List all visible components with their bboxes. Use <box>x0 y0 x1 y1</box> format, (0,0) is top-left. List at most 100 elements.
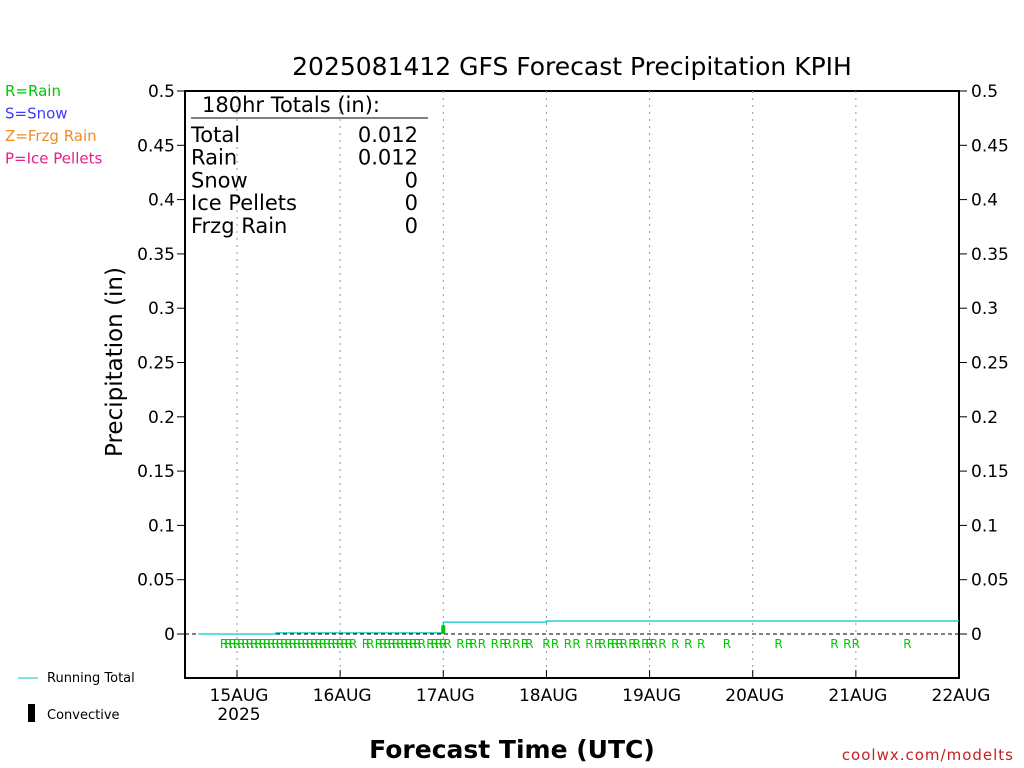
ptype-marker-rain: R <box>435 637 443 651</box>
ptype-marker-rain: R <box>585 637 593 651</box>
ptype-marker-rain: R <box>345 637 353 651</box>
ptype-marker-rain: R <box>263 637 271 651</box>
x-tick-label: 22AUG <box>932 686 991 706</box>
y-tick-label-right: 0.25 <box>971 354 1009 374</box>
ptype-marker-rain: R <box>852 637 860 651</box>
ptype-marker-rain: R <box>362 637 370 651</box>
totals-row-label: Ice Pellets <box>191 191 297 215</box>
x-tick-label: 16AUG <box>313 686 372 706</box>
ptype-marker-rain: R <box>465 637 473 651</box>
ptype-marker-rain: R <box>400 637 408 651</box>
ptype-marker-rain: R <box>418 637 426 651</box>
x-tick-label: 17AUG <box>416 686 475 706</box>
ptype-marker-rain: R <box>383 637 391 651</box>
y-tick-label-right: 0.35 <box>971 245 1009 265</box>
y-tick-label-right: 0.5 <box>971 82 998 102</box>
y-ticks: 0 00.05 0.050.1 0.10.15 0.150.2 0.20.25 0.250.… <box>137 82 1009 645</box>
ptype-marker-rain: R <box>598 637 606 651</box>
ptype-marker-rain: R <box>379 637 387 651</box>
ptype-marker-rain: R <box>336 637 344 651</box>
series-lines <box>198 620 959 635</box>
totals-row-value: 0.012 <box>358 146 418 170</box>
ptype-marker-rain: R <box>439 637 447 651</box>
ptype-marker-rain: R <box>327 637 335 651</box>
ptype-marker-rain: R <box>229 637 237 651</box>
ptype-marker-rain: R <box>469 637 477 651</box>
totals-row-label: Frzg Rain <box>191 214 287 238</box>
y-tick-label-right: 0.05 <box>971 571 1009 591</box>
ptype-legend-item: Z=Frzg Rain <box>5 127 97 145</box>
totals-row-value: 0 <box>405 214 418 238</box>
y-tick-label-left: 0 <box>164 625 175 645</box>
ptype-marker-rain: R <box>310 637 318 651</box>
convective-legend-swatch <box>28 704 35 722</box>
ptype-marker-rain: R <box>388 637 396 651</box>
ptype-legend-item: P=Ice Pellets <box>5 150 102 168</box>
ptype-marker-rain: R <box>413 637 421 651</box>
ptype-marker-rain: R <box>525 637 533 651</box>
ptype-marker-rain: R <box>375 637 383 651</box>
ptype-marker-rain: R <box>645 637 653 651</box>
y-tick-label-left: 0.45 <box>137 136 175 156</box>
ptype-marker-rain: R <box>284 637 292 651</box>
ptype-marker-rain: R <box>259 637 267 651</box>
ptype-marker-rain: R <box>723 637 731 651</box>
y-tick-label-left: 0.1 <box>148 516 175 536</box>
y-tick-label-right: 0 <box>971 625 982 645</box>
ptype-marker-rain: R <box>241 637 249 651</box>
ptype-marker-rain: R <box>306 637 314 651</box>
ptype-marker-rain: R <box>542 637 550 651</box>
ptype-marker-rain: R <box>332 637 340 651</box>
ptype-marker-rain: R <box>607 637 615 651</box>
line-legend: Running Total Convective <box>18 671 135 723</box>
y-tick-label-right: 0.1 <box>971 516 998 536</box>
ptype-marker-rain: R <box>843 637 851 651</box>
x-tick-label: 15AUG <box>210 686 269 706</box>
plot-frame <box>184 90 960 679</box>
credit-link[interactable]: coolwx.com/modelts <box>842 746 1014 764</box>
y-tick-label-right: 0.2 <box>971 408 998 428</box>
ptype-marker-rain: R <box>323 637 331 651</box>
ptype-marker-rain: R <box>426 637 434 651</box>
ptype-marker-rain: R <box>551 637 559 651</box>
ptype-marker-rain: R <box>392 637 400 651</box>
totals-row-value: 0 <box>405 191 418 215</box>
y-tick-label-left: 0.25 <box>137 354 175 374</box>
ptype-marker-rain: R <box>293 637 301 651</box>
y-axis-label: Precipitation (in) <box>102 267 128 457</box>
ptype-marker-rain: R <box>340 637 348 651</box>
ptype-marker-rain: R <box>774 637 782 651</box>
y-tick-label-left: 0.05 <box>137 571 175 591</box>
totals-row-label: Total <box>190 123 240 147</box>
ptype-marker-rain: R <box>697 637 705 651</box>
ptype-marker-rain: R <box>319 637 327 651</box>
ptype-marker-rain: R <box>314 637 322 651</box>
ptype-marker-rain: R <box>280 637 288 651</box>
precip-event-bar <box>441 625 446 634</box>
x-tick-sublabel: 2025 <box>217 705 260 725</box>
ptype-marker-rain: R <box>830 637 838 651</box>
ptype-marker-rain: R <box>289 637 297 651</box>
ptype-marker-rain: R <box>628 637 636 651</box>
ptype-marker-rain: R <box>671 637 679 651</box>
ptype-legend-item: R=Rain <box>5 82 61 100</box>
ptype-marker-rain: R <box>250 637 258 651</box>
totals-box: 180hr Totals (in): Total 0.012 Rain 0.012 Sn… <box>190 93 428 238</box>
totals-row-value: 0.012 <box>358 123 418 147</box>
ptype-marker-rain: R <box>405 637 413 651</box>
ptype-marker-rain: R <box>633 637 641 651</box>
totals-row-label: Rain <box>191 146 237 170</box>
ptype-marker-rain: R <box>620 637 628 651</box>
ptype-marker-rain: R <box>499 637 507 651</box>
ptype-marker-rain: R <box>233 637 241 651</box>
ptype-marker-rain: R <box>641 637 649 651</box>
ptype-marker-rain: R <box>409 637 417 651</box>
ptype-marker-rain: R <box>512 637 520 651</box>
ptype-marker-rain: R <box>396 637 404 651</box>
x-axis-label: Forecast Time (UTC) <box>369 735 655 764</box>
ptype-marker-rain: R <box>478 637 486 651</box>
ptype-marker-rain: R <box>658 637 666 651</box>
